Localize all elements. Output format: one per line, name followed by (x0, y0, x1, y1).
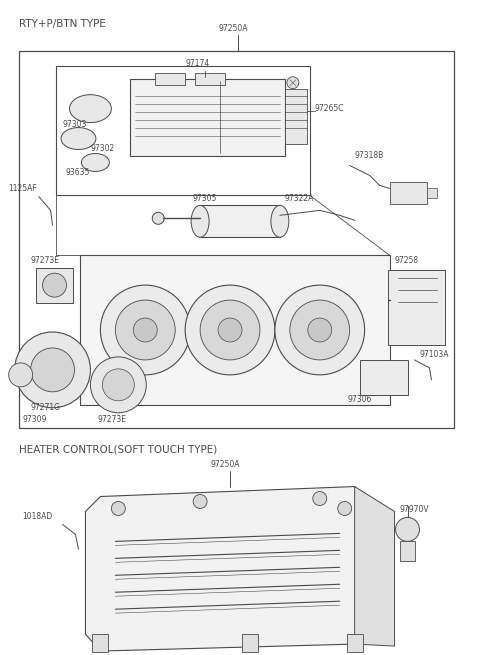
Text: 97174: 97174 (185, 59, 209, 68)
Text: 97309: 97309 (23, 415, 47, 424)
Text: 97250A: 97250A (218, 24, 248, 33)
Ellipse shape (271, 206, 289, 237)
Text: 97271G: 97271G (31, 403, 60, 412)
Circle shape (133, 318, 157, 342)
Circle shape (308, 318, 332, 342)
Circle shape (90, 357, 146, 413)
Bar (195, 73, 225, 84)
Text: 97250A: 97250A (210, 460, 240, 469)
Ellipse shape (70, 95, 111, 122)
Bar (93, 634, 108, 652)
Ellipse shape (61, 128, 96, 149)
Text: 97318B: 97318B (355, 151, 384, 160)
Circle shape (193, 495, 207, 508)
Text: 97322A: 97322A (285, 194, 314, 203)
Polygon shape (85, 487, 370, 651)
Text: 97265C: 97265C (315, 104, 344, 113)
Bar (130, 79, 285, 157)
Bar (36, 268, 73, 303)
Bar (285, 88, 307, 143)
Circle shape (338, 502, 352, 515)
Ellipse shape (191, 206, 209, 237)
Bar (360, 360, 408, 395)
Circle shape (111, 502, 125, 515)
Bar (81, 255, 390, 405)
Circle shape (313, 491, 327, 506)
Circle shape (290, 300, 350, 360)
Bar (155, 73, 185, 84)
Bar (390, 183, 428, 204)
Bar (347, 634, 363, 652)
Bar (387, 270, 445, 345)
Text: 97273E: 97273E (97, 415, 126, 424)
Ellipse shape (82, 153, 109, 172)
Text: 97258: 97258 (395, 255, 419, 265)
Circle shape (15, 332, 90, 408)
Circle shape (115, 300, 175, 360)
Polygon shape (355, 487, 395, 646)
Text: HEATER CONTROL(SOFT TOUCH TYPE): HEATER CONTROL(SOFT TOUCH TYPE) (19, 445, 217, 455)
Circle shape (9, 363, 33, 387)
Text: 97970V: 97970V (399, 505, 429, 514)
Text: 97103A: 97103A (420, 350, 449, 360)
Bar (56, 66, 310, 195)
Text: 97273E: 97273E (31, 255, 60, 265)
Text: 97306: 97306 (348, 395, 372, 404)
Circle shape (31, 348, 74, 392)
Bar (200, 206, 280, 237)
Text: 97305: 97305 (192, 194, 216, 203)
Bar (428, 189, 437, 198)
Circle shape (218, 318, 242, 342)
Circle shape (287, 77, 299, 88)
Circle shape (100, 285, 190, 375)
Circle shape (185, 285, 275, 375)
Circle shape (152, 212, 164, 224)
Bar (242, 634, 258, 652)
Text: 1018AD: 1018AD (23, 512, 53, 521)
Text: 97302: 97302 (90, 144, 115, 153)
Circle shape (396, 517, 420, 542)
Bar (399, 542, 416, 561)
Text: RTY+P/BTN TYPE: RTY+P/BTN TYPE (19, 19, 106, 29)
Circle shape (200, 300, 260, 360)
Circle shape (275, 285, 365, 375)
Text: 97303: 97303 (62, 120, 87, 129)
Bar (19, 51, 455, 428)
Text: 93635: 93635 (65, 168, 90, 177)
Circle shape (102, 369, 134, 401)
Circle shape (43, 273, 67, 297)
Text: 1125AF: 1125AF (9, 184, 37, 193)
